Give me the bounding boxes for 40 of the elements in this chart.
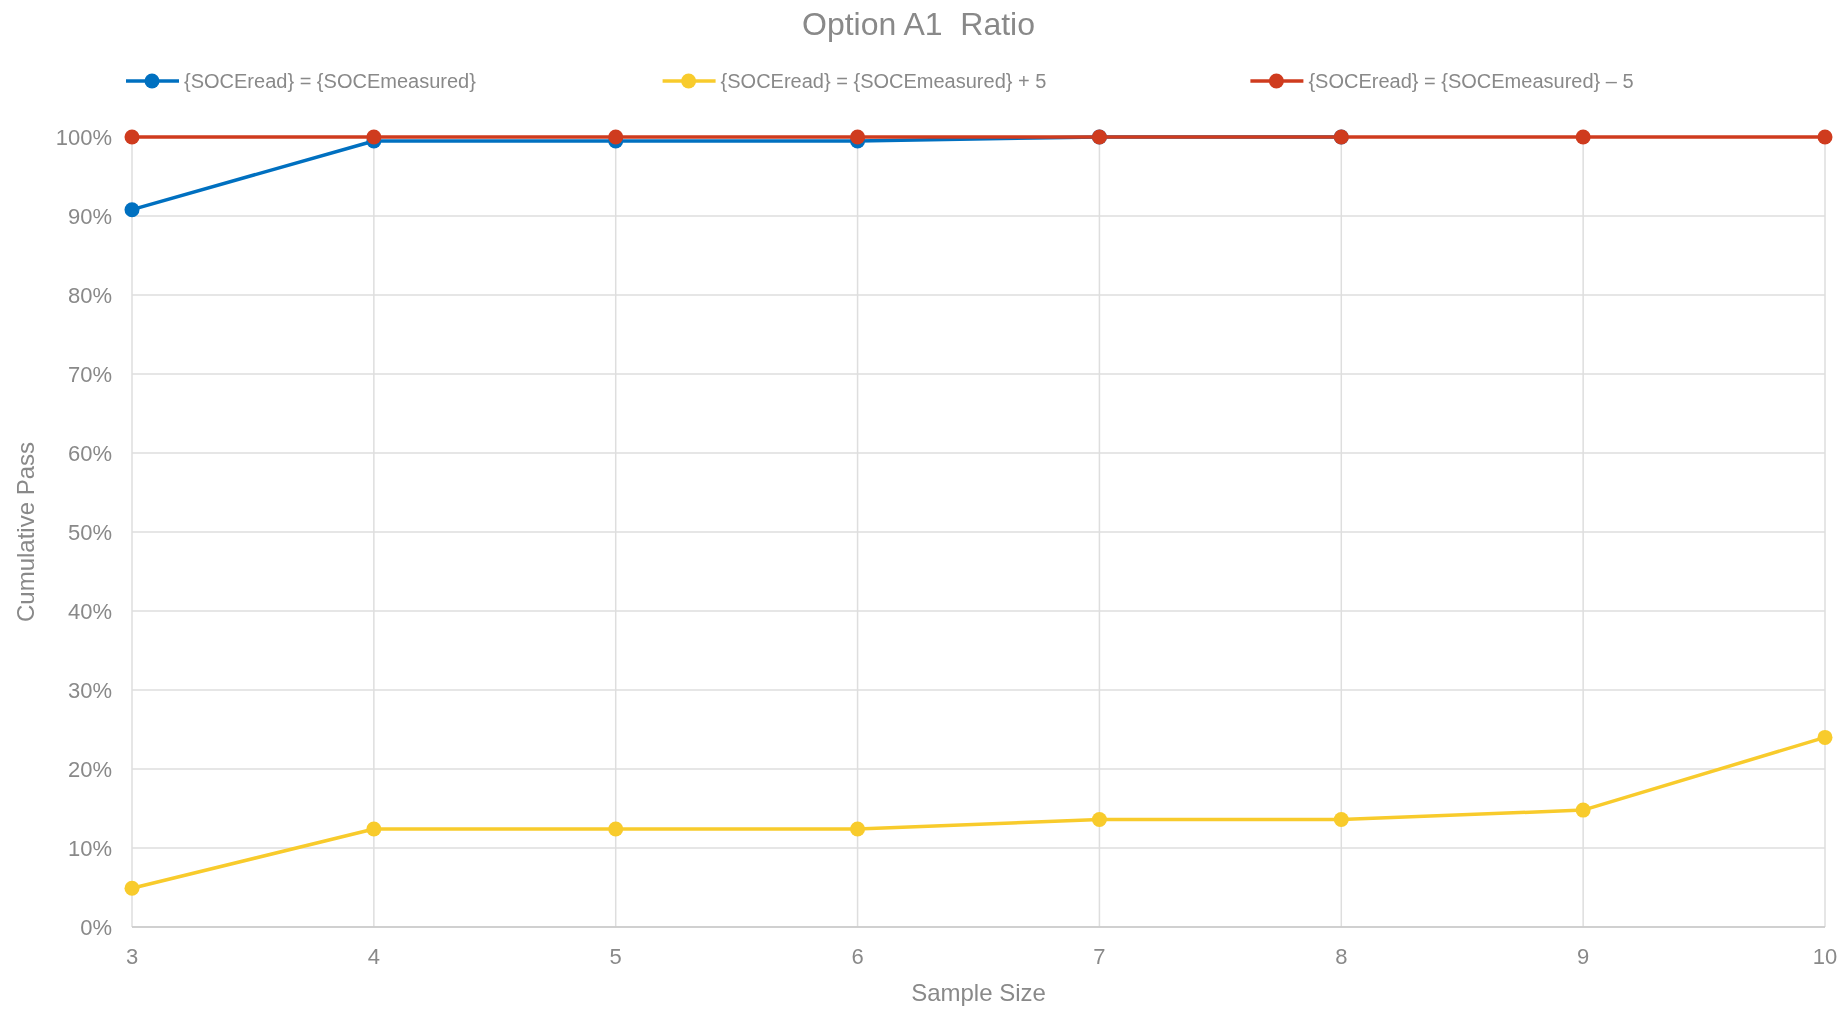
- x-axis-title: Sample Size: [911, 979, 1046, 1007]
- x-tick-label: 4: [367, 943, 380, 969]
- y-tick-label: 80%: [67, 282, 112, 308]
- x-tick-label: 7: [1093, 943, 1106, 969]
- x-tick-label: 5: [609, 943, 622, 969]
- point: [850, 821, 866, 837]
- x-tick-label: 9: [1577, 943, 1590, 969]
- point: [1333, 812, 1349, 828]
- y-tick-label: 40%: [67, 598, 112, 624]
- point: [1817, 129, 1833, 145]
- y-tick-label: 90%: [67, 203, 112, 229]
- y-tick-label: 50%: [67, 519, 112, 545]
- legend-label: {SOCEread} = {SOCEmeasured}: [184, 70, 477, 92]
- x-tick-label: 8: [1335, 943, 1348, 969]
- x-tick-label: 6: [851, 943, 864, 969]
- point: [608, 129, 624, 145]
- x-tick-label: 10: [1812, 943, 1838, 969]
- legend-label: {SOCEread} = {SOCEmeasured} + 5: [720, 70, 1047, 92]
- point: [124, 129, 140, 145]
- point: [1817, 729, 1833, 745]
- legend-label: {SOCEread} = {SOCEmeasured} – 5: [1308, 70, 1634, 92]
- point: [1575, 129, 1591, 145]
- y-axis-title: Cumulative Pass: [12, 441, 40, 623]
- chart-title: Option A1 Ratio: [801, 6, 1036, 43]
- point: [1575, 802, 1591, 818]
- point: [366, 821, 382, 837]
- point: [608, 821, 624, 837]
- point: [366, 129, 382, 145]
- y-tick-label: 20%: [67, 756, 112, 782]
- y-tick-label: 70%: [67, 361, 112, 387]
- point: [1091, 812, 1107, 828]
- y-tick-label: 60%: [67, 440, 112, 466]
- x-tick-label: 3: [125, 943, 139, 969]
- point: [124, 202, 140, 218]
- point: [850, 129, 866, 145]
- y-tick-label: 30%: [67, 677, 112, 703]
- y-tick-label: 100%: [55, 124, 112, 150]
- y-tick-label: 0%: [80, 914, 112, 940]
- point: [124, 880, 140, 896]
- y-tick-label: 10%: [67, 835, 112, 861]
